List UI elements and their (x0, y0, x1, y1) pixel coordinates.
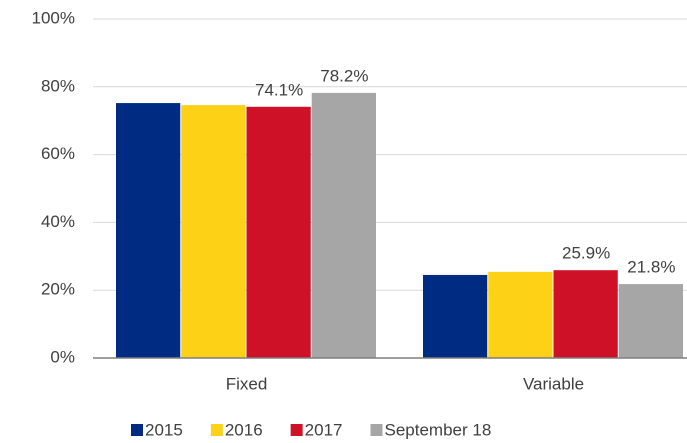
x-tick-label: Variable (523, 374, 584, 393)
data-label: 21.8% (627, 258, 675, 277)
legend-swatch (290, 424, 303, 436)
bar (488, 271, 553, 358)
x-tick-label: Fixed (226, 374, 268, 393)
bar (311, 92, 376, 358)
data-label: 25.9% (562, 244, 610, 263)
legend-label: 2017 (305, 420, 343, 439)
y-tick-label: 20% (41, 280, 75, 299)
bar (246, 106, 311, 359)
y-tick-label: 40% (41, 212, 75, 231)
bar (553, 270, 618, 358)
legend-swatch (370, 424, 383, 436)
legend-swatch (210, 424, 223, 436)
y-tick-label: 0% (50, 347, 75, 366)
legend-label: 2015 (145, 420, 183, 439)
data-label: 74.1% (255, 80, 303, 99)
legend-label: September 18 (384, 420, 491, 439)
bar (618, 284, 683, 358)
bar (116, 103, 181, 359)
y-tick-label: 100% (32, 8, 75, 27)
y-tick-label: 60% (41, 144, 75, 163)
bar (181, 105, 246, 358)
legend-swatch (131, 424, 143, 436)
legend-label: 2016 (225, 420, 263, 439)
bar (423, 274, 488, 358)
y-tick-label: 80% (41, 76, 75, 95)
data-label: 78.2% (320, 66, 368, 85)
